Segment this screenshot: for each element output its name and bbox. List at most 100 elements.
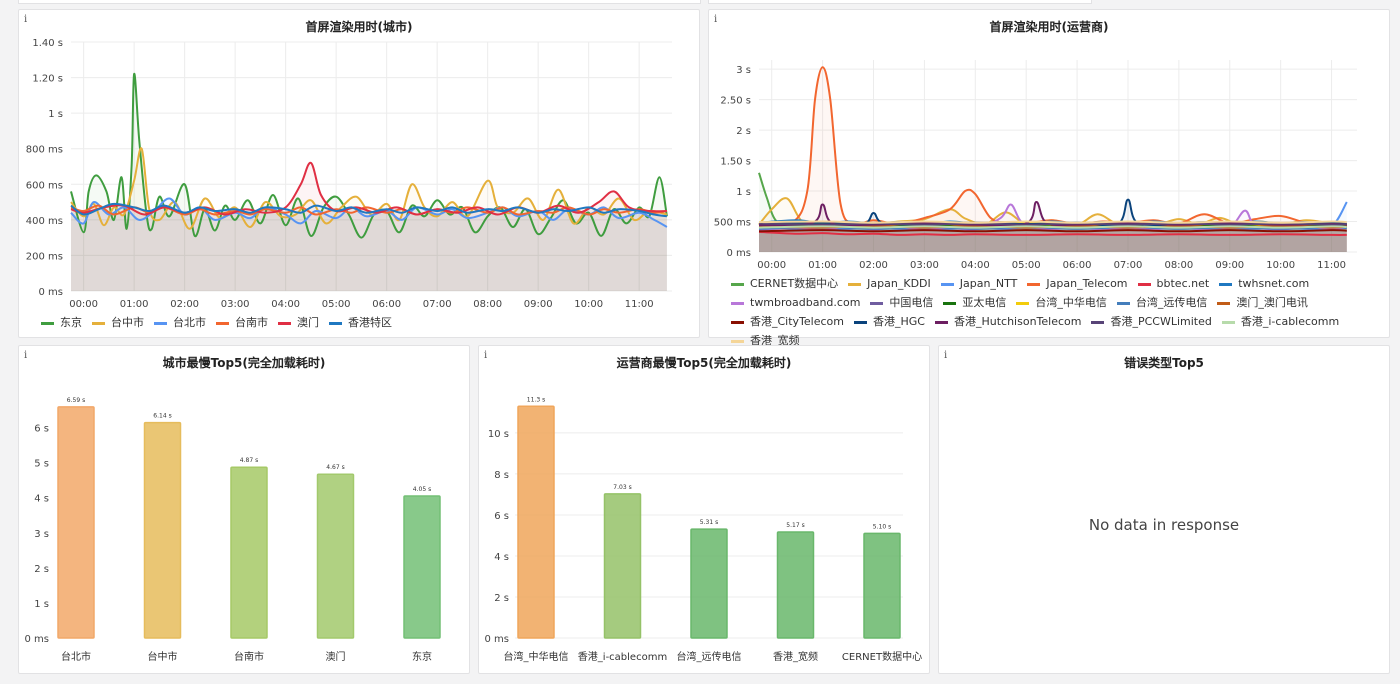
legend-item[interactable]: 香港_i-cablecomm [1221, 312, 1339, 331]
panel-title: 首屏渲染用时(运营商) [989, 20, 1109, 34]
legend-item[interactable]: 台湾_远传电信 [1116, 293, 1207, 312]
bar [143, 421, 182, 639]
legend-swatch [1221, 320, 1235, 324]
bar [690, 528, 728, 639]
x-tick-label: 01:00 [808, 260, 837, 271]
y-tick-label: 10 s [488, 429, 509, 440]
x-tick-label: 06:00 [1063, 260, 1092, 271]
y-tick-label: 2 s [736, 126, 751, 137]
series-line [758, 220, 1347, 224]
series-area [759, 172, 1347, 252]
y-tick-label: 1 s [736, 187, 751, 198]
bar [230, 466, 268, 639]
legend-label: 香港_HutchisonTelecom [953, 315, 1082, 328]
bar [57, 406, 95, 639]
info-icon[interactable]: i [944, 350, 948, 361]
isp-render-line-chart: 0 ms 500 ms 1 s 1.50 s 2 s 2.50 s 3 s 00:00 01:0… [714, 60, 1357, 271]
city-render-legend: 东京 台中市 台北市 台南市 澳门 香港特区 [41, 313, 691, 332]
legend-item[interactable]: 香港_宽频 [731, 331, 800, 350]
legend-item[interactable]: 澳门_澳门电讯 [1217, 293, 1308, 312]
info-icon[interactable]: i [714, 14, 718, 25]
legend-item[interactable]: Japan_KDDI [848, 274, 931, 293]
panel-isp-top5: i 运营商最慢Top5(完全加载耗时) 0 ms 2 s 4 s 6 s 8 s 10 s… [478, 345, 930, 674]
series-area [759, 231, 1347, 252]
x-category-label: 台南市 [234, 650, 264, 663]
info-icon[interactable]: i [24, 350, 28, 361]
legend-item[interactable]: 台北市 [154, 313, 206, 332]
legend-item[interactable]: 澳门 [278, 313, 319, 332]
legend-item[interactable]: twmbroadband.com [731, 293, 860, 312]
y-tick-label: 2 s [34, 564, 49, 575]
legend-item[interactable]: 台南市 [216, 313, 268, 332]
legend-item[interactable]: 香港_HutchisonTelecom [934, 312, 1082, 331]
panel-title: 运营商最慢Top5(完全加载耗时) [616, 356, 792, 370]
legend-label: 香港特区 [348, 316, 392, 329]
series-line [70, 202, 668, 218]
y-tick-label: 0 ms [485, 634, 510, 645]
isp-top5-bar-chart: 0 ms 2 s 4 s 6 s 8 s 10 s 11.3 s 台湾_中华电信 7.03 s 香… [485, 396, 923, 663]
x-tick-label: 10:00 [1266, 260, 1295, 271]
y-tick-label: 0 ms [727, 248, 752, 259]
series-area [759, 226, 1347, 252]
bar [776, 531, 815, 639]
legend-swatch [943, 301, 957, 305]
y-tick-label: 4 s [494, 552, 509, 563]
x-tick-label: 08:00 [473, 299, 502, 310]
bar-value-label: 6.59 s [67, 397, 85, 404]
legend-item[interactable]: CERNET数据中心 [731, 274, 838, 293]
y-tick-label: 1 s [34, 599, 49, 610]
panel-title: 首屏渲染用时(城市) [305, 20, 413, 34]
legend-item[interactable]: 香港特区 [329, 313, 392, 332]
legend-swatch [41, 321, 54, 325]
x-tick-label: 04:00 [271, 299, 300, 310]
legend-swatch [1219, 282, 1233, 286]
legend-item[interactable]: Japan_NTT [940, 274, 1017, 293]
legend-swatch [870, 301, 884, 305]
legend-item[interactable]: 香港_PCCWLimited [1091, 312, 1212, 331]
series-area [71, 148, 667, 291]
legend-swatch [731, 320, 744, 324]
x-tick-label: 06:00 [372, 299, 401, 310]
y-tick-label: 500 ms [714, 218, 751, 229]
x-category-label: 台北市 [61, 650, 91, 663]
panel-error-top5: i 错误类型Top5 No data in response [938, 345, 1390, 674]
legend-swatch [1217, 301, 1231, 305]
panel-city-top5: i 城市最慢Top5(完全加载耗时) 0 ms 1 s 2 s 3 s 4 s 5 s 6 … [18, 345, 470, 674]
series-line [758, 225, 1347, 230]
legend-item[interactable]: 台湾_中华电信 [1016, 293, 1107, 312]
legend-label: bbtec.net [1156, 277, 1210, 290]
legend-item[interactable]: Japan_Telecom [1027, 274, 1128, 293]
legend-item[interactable]: 香港_HGC [854, 312, 925, 331]
series-line [758, 229, 1347, 233]
legend-swatch [731, 282, 744, 286]
legend-item[interactable]: 亚太电信 [943, 293, 1006, 312]
legend-label: CERNET数据中心 [750, 277, 839, 290]
top-panel-edge-right [708, 0, 1092, 4]
y-tick-label: 4 s [34, 494, 49, 505]
legend-item[interactable]: bbtec.net [1137, 274, 1210, 293]
bar-value-label: 4.87 s [240, 457, 258, 464]
legend-item[interactable]: 台中市 [92, 313, 144, 332]
y-tick-label: 3 s [34, 529, 49, 540]
bar-value-label: 5.31 s [700, 519, 718, 526]
y-tick-label: 2 s [494, 593, 509, 604]
x-category-label: 台中市 [148, 650, 178, 663]
legend-item[interactable]: 东京 [41, 313, 82, 332]
legend-item[interactable]: 中国电信 [870, 293, 933, 312]
bar [603, 493, 642, 639]
legend-swatch [329, 321, 342, 325]
legend-label: 中国电信 [889, 296, 934, 309]
series-line [758, 225, 1347, 229]
legend-item[interactable]: twhsnet.com [1219, 274, 1309, 293]
legend-label: twmbroadband.com [750, 296, 861, 309]
series-area [759, 226, 1347, 252]
y-tick-label: 6 s [494, 511, 509, 522]
legend-item[interactable]: 香港_CityTelecom [731, 312, 844, 331]
legend-label: 亚太电信 [962, 296, 1007, 309]
info-icon[interactable]: i [24, 14, 28, 25]
y-tick-label: 400 ms [26, 216, 63, 227]
legend-swatch [1116, 301, 1130, 305]
x-tick-label: 02:00 [170, 299, 199, 310]
x-tick-label: 03:00 [221, 299, 250, 310]
info-icon[interactable]: i [484, 350, 488, 361]
